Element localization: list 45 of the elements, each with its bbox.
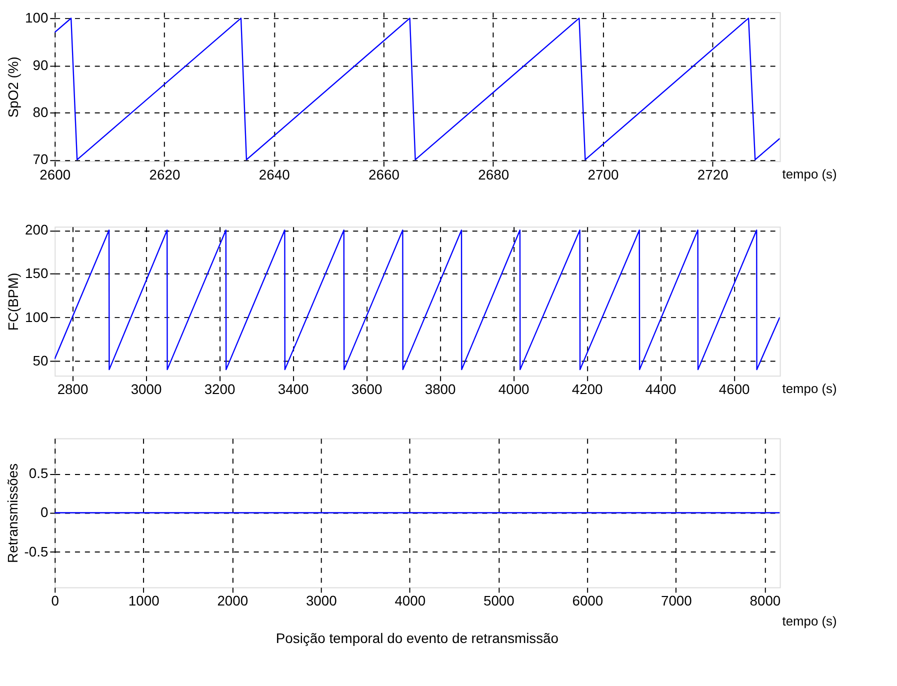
x-tick-label: 4600 — [718, 381, 750, 398]
x-tick-label: 5000 — [483, 592, 515, 609]
x-tick-label: 2720 — [697, 166, 729, 182]
y-tick-label: 80 — [32, 104, 48, 120]
y-axis-title: Retransmissões — [4, 463, 20, 564]
x-axis-title: tempo (s) — [782, 166, 837, 182]
x-tick-label: 4400 — [645, 381, 677, 398]
y-axis-title: SpO2 (%) — [5, 56, 22, 118]
x-tick-label: 2800 — [57, 381, 88, 398]
x-tick-label: 4000 — [394, 592, 426, 609]
x-tick-label: 3000 — [130, 381, 162, 398]
x-tick-label: 7000 — [660, 592, 692, 609]
x-tick-label: 4200 — [572, 381, 604, 398]
y-tick-label: 150 — [24, 265, 48, 282]
y-tick-label: 100 — [24, 10, 48, 26]
x-tick-label: 3600 — [351, 381, 383, 398]
y-tick-label: 0 — [40, 504, 48, 520]
x-tick-label: 2600 — [40, 166, 71, 182]
x-tick-label: 2000 — [217, 592, 248, 609]
x-tick-label: 0 — [51, 592, 60, 609]
x-tick-label: 3800 — [424, 381, 456, 398]
y-tick-label: 50 — [32, 352, 48, 368]
text: Posição temporal do evento de retransmissão — [276, 630, 559, 646]
x-axis-title: tempo (s) — [782, 614, 837, 629]
x-tick-label: 2640 — [258, 166, 290, 182]
x-tick-label: 2620 — [149, 166, 180, 182]
x-tick-label: 3200 — [204, 381, 236, 398]
x-tick-label: 1000 — [128, 592, 160, 609]
y-tick-label: 0.5 — [28, 465, 48, 482]
x-tick-label: 2660 — [368, 166, 400, 182]
y-axis-title: FC(BPM) — [5, 272, 22, 331]
x-axis-title: tempo (s) — [782, 381, 837, 396]
y-tick-label: 70 — [32, 151, 48, 168]
y-tick-label: 100 — [24, 308, 48, 325]
x-tick-label: 2700 — [588, 166, 619, 182]
line-series — [54, 230, 780, 370]
x-tick-label: 4000 — [498, 381, 530, 398]
x-tick-label: 3000 — [306, 592, 338, 609]
y-tick-label: 90 — [32, 56, 48, 73]
x-tick-label: 8000 — [750, 592, 781, 609]
x-tick-label: 2680 — [478, 166, 510, 182]
x-tick-label: 6000 — [572, 592, 604, 609]
y-tick-label: -0.5 — [24, 543, 48, 560]
y-tick-label: 200 — [24, 222, 48, 238]
x-tick-label: 3400 — [278, 381, 310, 398]
